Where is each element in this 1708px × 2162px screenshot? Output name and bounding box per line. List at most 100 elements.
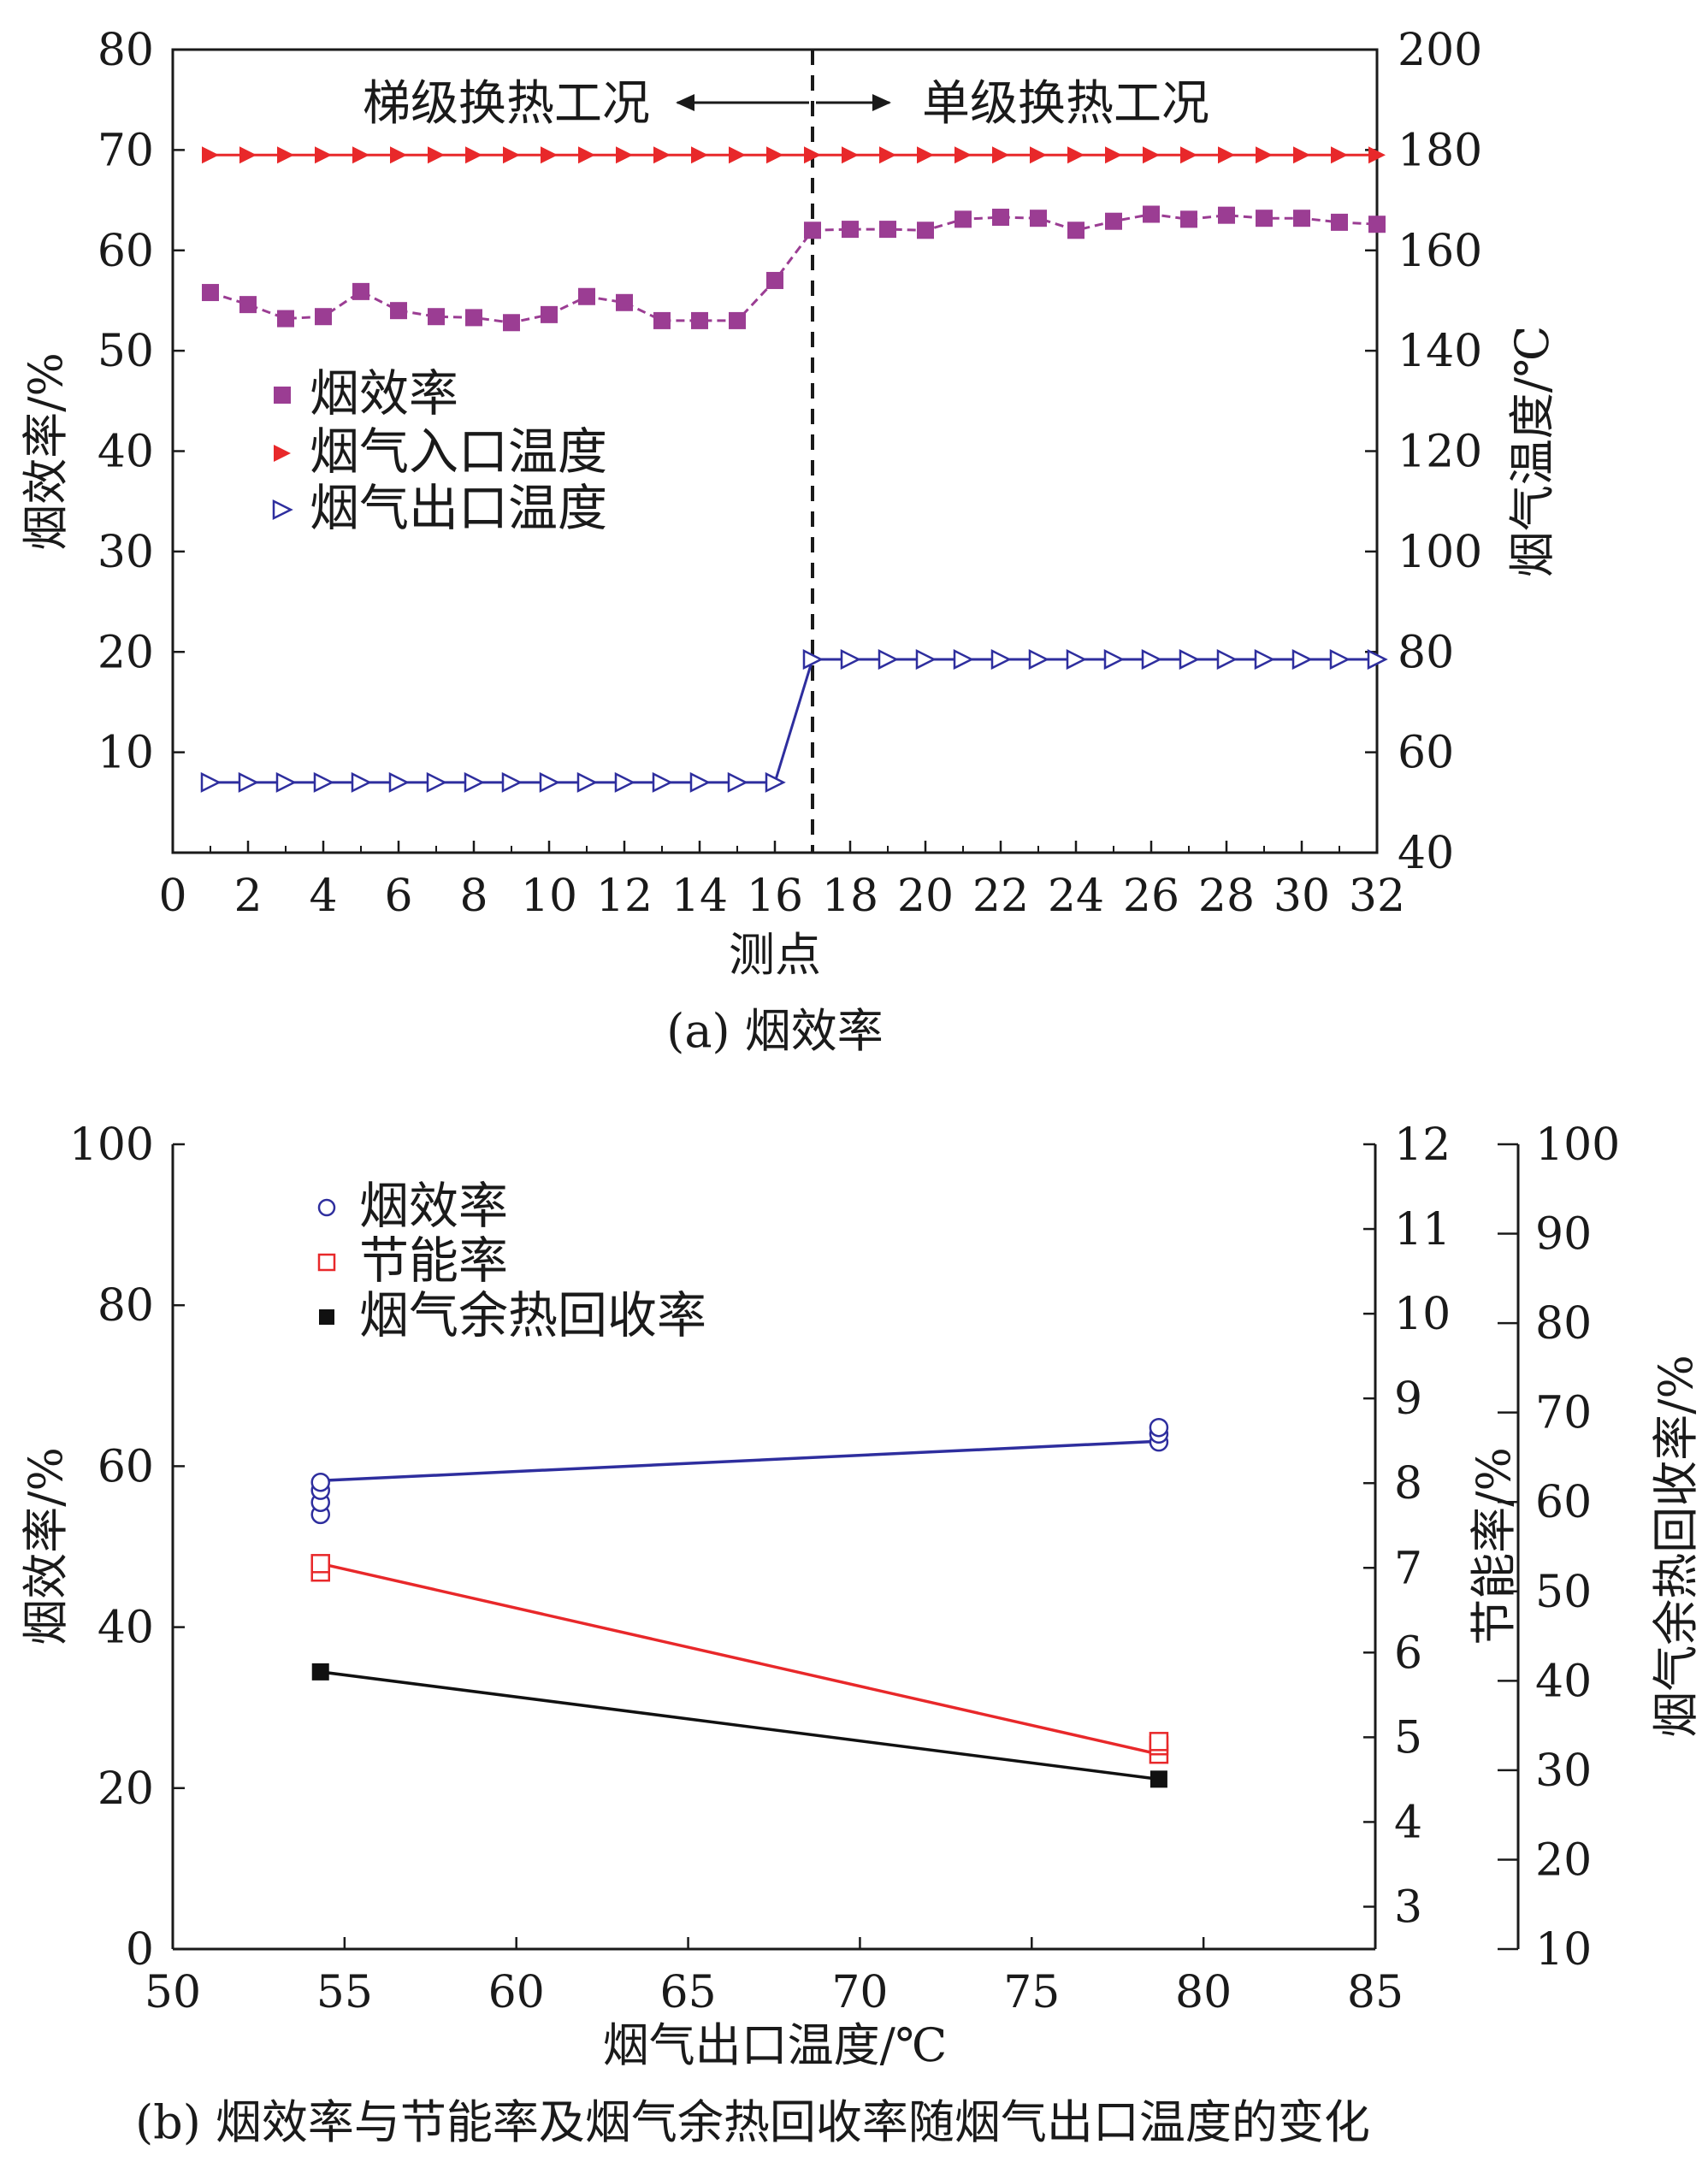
point-2-14	[727, 771, 748, 793]
x-tick-label-b: 80	[1175, 1967, 1232, 2018]
y-tick-label-a: 60	[98, 226, 154, 277]
x-tick-label-b: 65	[659, 1967, 716, 2018]
legend-marker-a-1	[274, 445, 291, 462]
point-0-21	[992, 209, 1009, 227]
x-tick-label-b: 75	[1003, 1967, 1060, 2018]
y2-tick-label-a: 60	[1398, 728, 1454, 779]
legend-marker-b-0	[317, 1198, 336, 1217]
y2-tick-label-b: 6	[1394, 1627, 1422, 1679]
point-2-22	[1028, 649, 1049, 670]
y-tick-label-b: 60	[98, 1441, 154, 1492]
x-tick-label-b: 85	[1347, 1967, 1404, 2018]
point-b-2-1	[1150, 1770, 1167, 1788]
point-2-17	[840, 649, 861, 670]
y2-tick-label-a: 200	[1398, 25, 1482, 76]
y3-tick-label-b: 20	[1535, 1834, 1592, 1886]
point-1-11	[616, 146, 633, 164]
y-tick-label-b: 40	[98, 1603, 154, 1654]
point-0-15	[766, 271, 783, 289]
x-tick-label-a: 6	[384, 871, 412, 922]
x-tick-label-b: 55	[316, 1967, 373, 2018]
point-1-3	[315, 146, 332, 164]
point-0-14	[729, 311, 746, 329]
point-1-19	[917, 146, 934, 164]
point-2-29	[1291, 649, 1313, 670]
y3-tick-label-b: 40	[1535, 1656, 1592, 1707]
x-tick-label-a: 4	[309, 871, 337, 922]
point-1-31	[1368, 146, 1386, 164]
point-1-10	[578, 146, 595, 164]
x-tick-label-a: 10	[521, 871, 577, 922]
point-1-1	[239, 146, 257, 164]
point-2-13	[689, 771, 711, 793]
y-tick-label-b: 80	[98, 1280, 154, 1332]
point-1-2	[277, 146, 294, 164]
point-0-6	[428, 308, 445, 326]
y-axis-label-b: 烟效率/%	[19, 1447, 73, 1645]
y2-tick-label-b: 7	[1394, 1543, 1422, 1594]
point-2-10	[576, 771, 598, 793]
legend-marker-a-2	[272, 499, 293, 521]
point-2-24	[1103, 649, 1125, 670]
fit-line-2	[320, 1670, 1160, 1781]
point-0-27	[1218, 206, 1235, 224]
legend-marker-b-1	[317, 1253, 336, 1272]
point-2-21	[990, 649, 1012, 670]
chart-a: 0 2 4 6 8 10 12 14 16 18 20 22 24 26 28 30 3210203040506…	[19, 25, 1559, 1058]
point-b-0-3	[310, 1472, 330, 1492]
point-0-0	[202, 284, 219, 302]
point-2-11	[614, 771, 635, 793]
point-2-4	[351, 771, 372, 793]
point-2-0	[200, 771, 222, 793]
y2-axis-label-b: 节能率/%	[1467, 1447, 1521, 1645]
annotation-left: 梯级换热工况	[363, 76, 650, 132]
point-1-16	[804, 146, 821, 164]
series-line-2	[210, 658, 1377, 784]
point-1-12	[653, 146, 671, 164]
point-1-29	[1293, 146, 1310, 164]
point-2-1	[238, 771, 259, 793]
caption-b: (b) 烟效率与节能率及烟气余热回收率随烟气出口温度的变化	[135, 2095, 1370, 2149]
point-0-18	[879, 221, 896, 239]
x-axis-label-b: 烟气出口温度/℃	[603, 2018, 948, 2072]
y2-tick-label-a: 100	[1398, 527, 1482, 578]
chart-b: 50 55 60 65 70 75 80 85 0 20 40 60 80 100 3 4 5 6 7 8 9 10 11 1…	[19, 1119, 1703, 2149]
point-b-1-1	[310, 1554, 330, 1574]
point-0-24	[1105, 212, 1122, 230]
x-tick-label-a: 0	[158, 871, 186, 922]
point-2-8	[501, 771, 523, 793]
point-2-6	[426, 771, 447, 793]
legend-label-a-1: 烟气入口温度	[310, 422, 607, 481]
point-1-4	[352, 146, 369, 164]
x-tick-label-a: 28	[1198, 871, 1255, 922]
y-tick-label-a: 80	[98, 25, 154, 76]
y2-tick-label-b: 5	[1394, 1712, 1422, 1763]
point-2-18	[878, 649, 899, 670]
point-1-18	[879, 146, 896, 164]
y-tick-label-b: 20	[98, 1763, 154, 1815]
y2-tick-label-a: 40	[1398, 828, 1454, 879]
point-1-15	[766, 146, 783, 164]
x-tick-label-a: 16	[747, 871, 803, 922]
fit-line-1	[320, 1562, 1160, 1756]
x-tick-label-a: 14	[671, 871, 728, 922]
point-1-26	[1180, 146, 1197, 164]
point-0-30	[1331, 213, 1348, 231]
y3-tick-label-b: 30	[1535, 1746, 1592, 1797]
legend-marker-b-2	[319, 1309, 334, 1325]
legend-label-a-2: 烟气出口温度	[310, 479, 607, 537]
x-tick-label-a: 2	[233, 871, 262, 922]
point-2-31	[1367, 649, 1388, 670]
y-tick-label-a: 70	[98, 125, 154, 176]
legend-label-b-0: 烟效率	[359, 1177, 508, 1235]
point-1-22	[1030, 146, 1047, 164]
y2-tick-label-a: 80	[1398, 627, 1454, 678]
point-2-20	[953, 649, 974, 670]
point-1-27	[1218, 146, 1235, 164]
point-1-25	[1143, 146, 1160, 164]
y-tick-label-a: 20	[98, 627, 154, 678]
y2-tick-label-b: 8	[1394, 1458, 1422, 1509]
point-0-25	[1143, 205, 1160, 223]
point-1-8	[503, 146, 520, 164]
point-b-0-6	[1149, 1417, 1169, 1438]
